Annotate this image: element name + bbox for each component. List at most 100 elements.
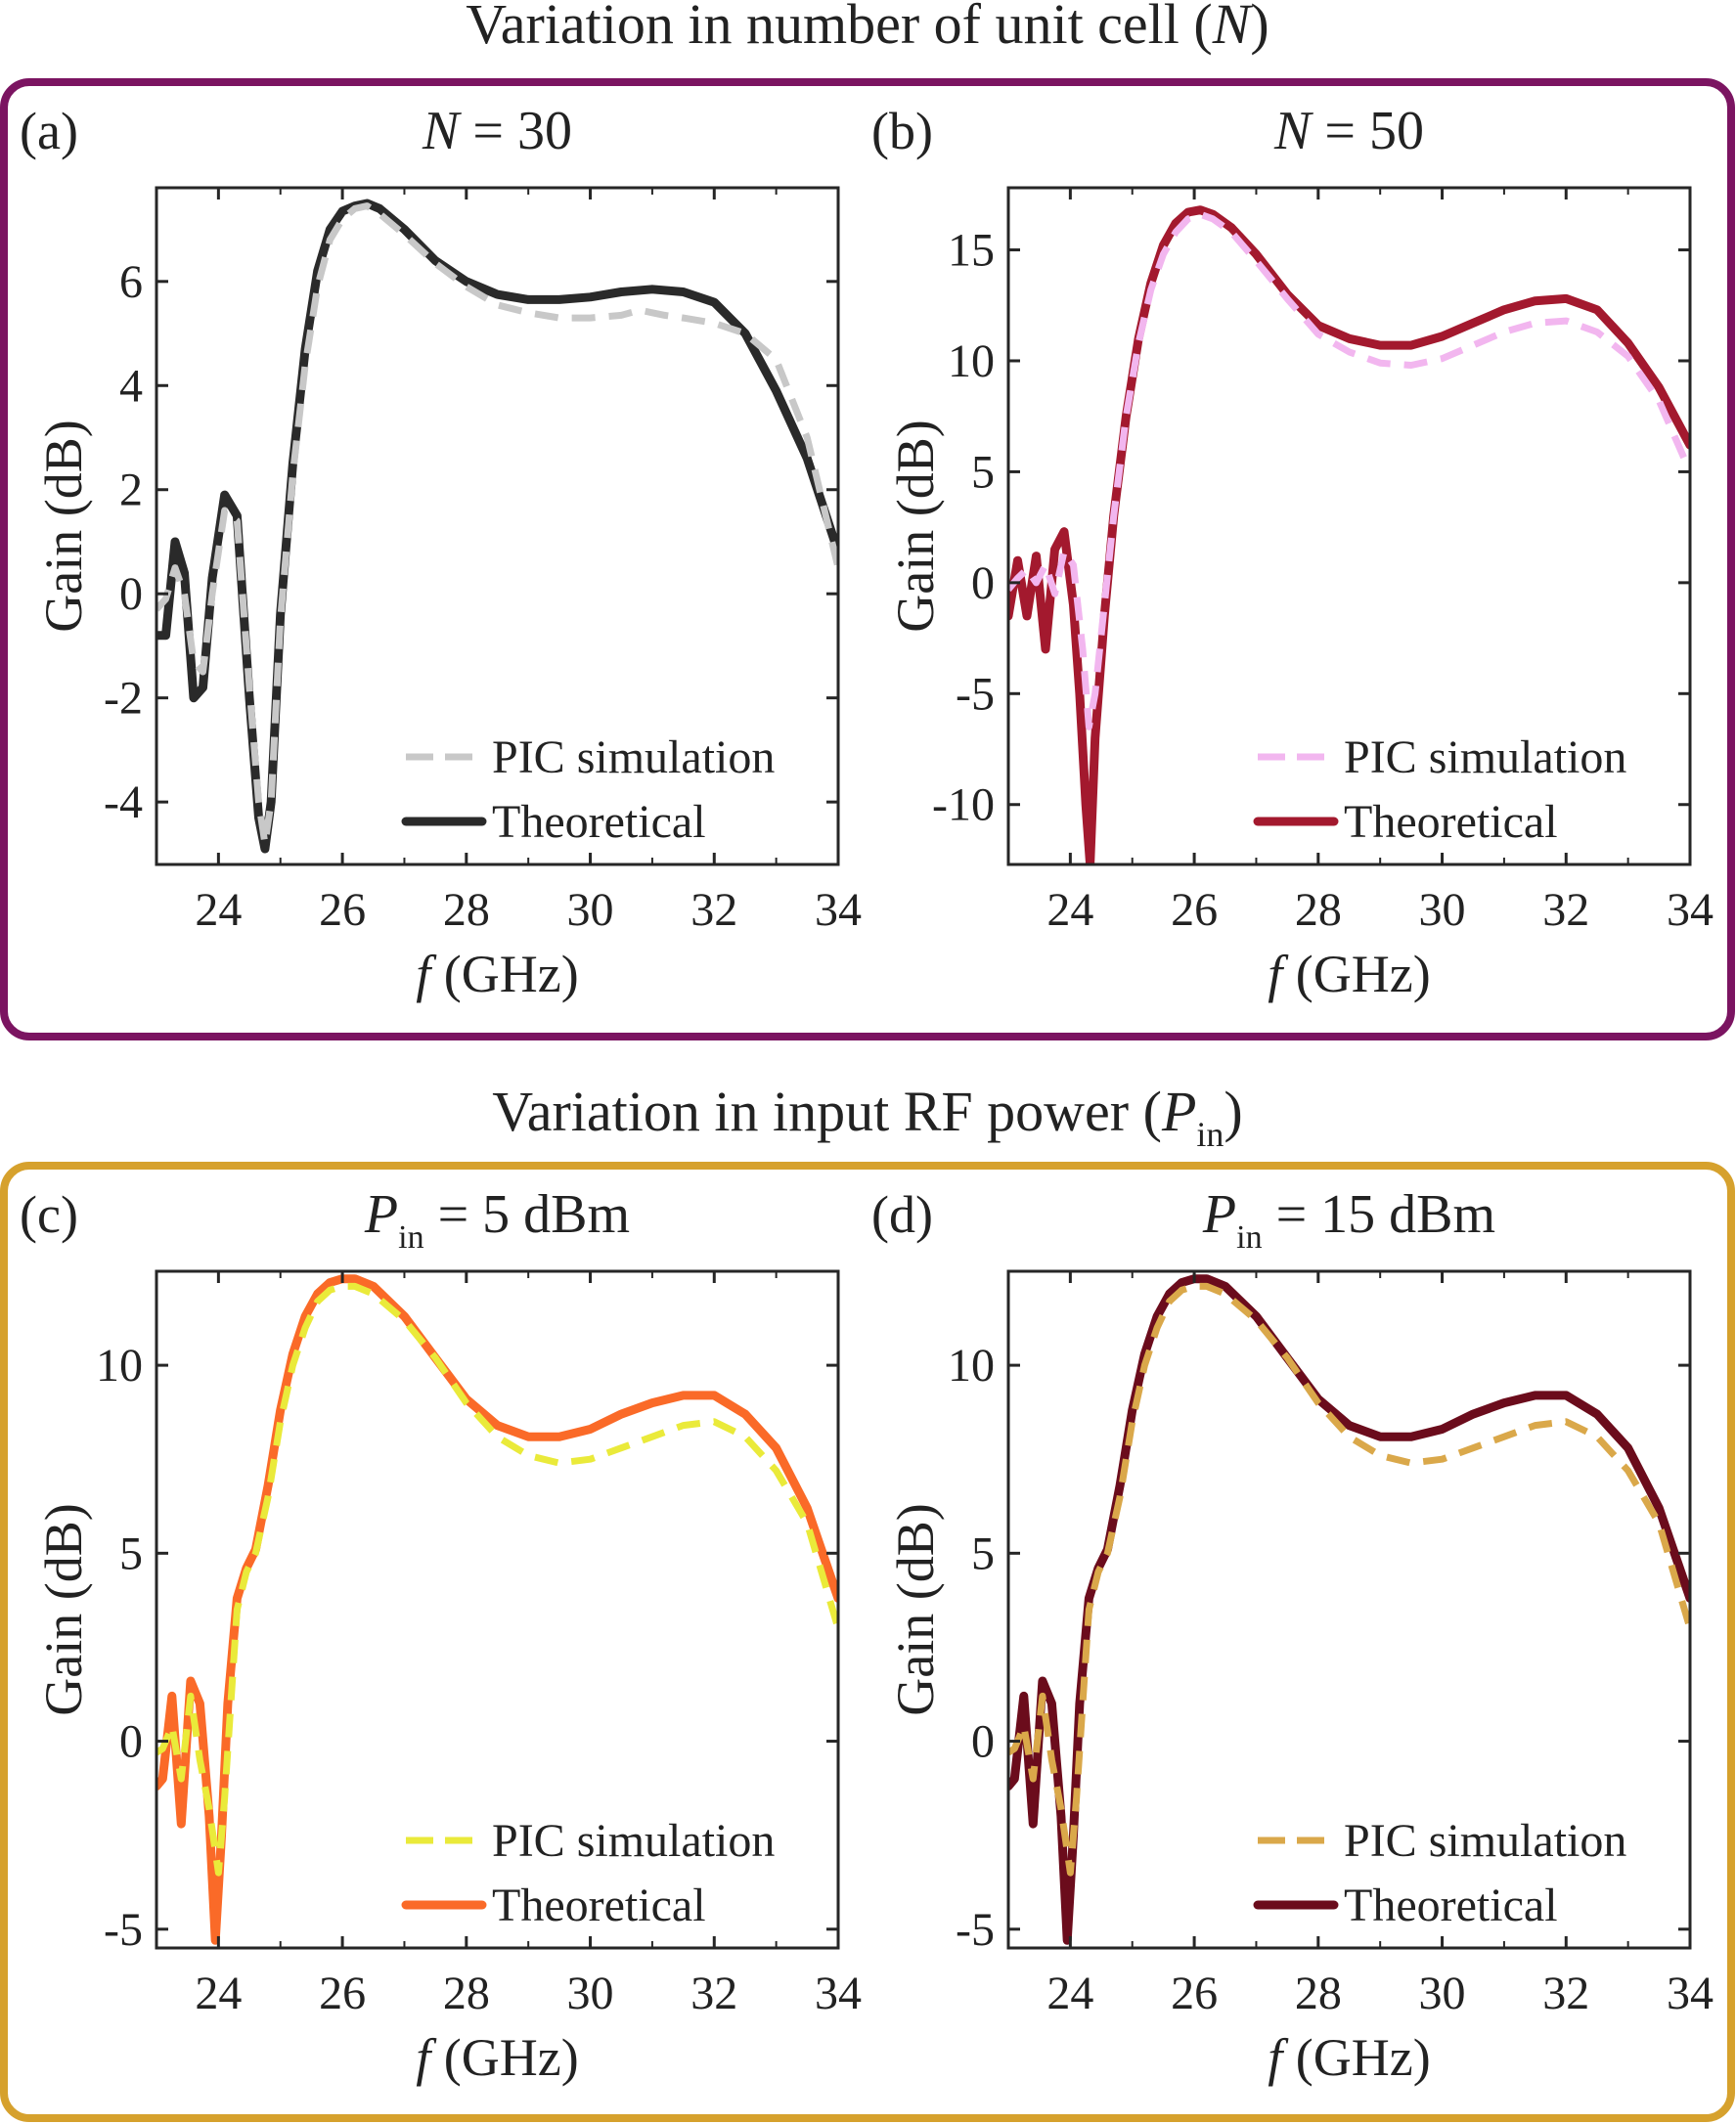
panel-title: N = 30 <box>422 101 572 161</box>
x-tick-label: 24 <box>1046 884 1093 936</box>
section-title-1: Variation in number of unit cell (N) <box>466 0 1269 56</box>
y-tick-label: 10 <box>948 1340 995 1392</box>
x-axis-label: f (GHz) <box>416 2028 578 2087</box>
series-line-pic-simulation <box>156 1282 838 1877</box>
x-tick-label: 32 <box>690 884 737 936</box>
x-tick-label: 32 <box>1542 884 1589 936</box>
x-tick-label: 30 <box>567 1968 614 2019</box>
x-tick-label: 26 <box>319 884 366 936</box>
y-tick-label: -4 <box>104 776 143 828</box>
x-tick-label: 30 <box>567 884 614 936</box>
legend-label: Theoretical <box>492 796 706 848</box>
legend-label: Theoretical <box>1344 796 1558 848</box>
x-tick-label: 26 <box>319 1968 366 2019</box>
y-tick-label: -10 <box>932 779 995 831</box>
panel-title-var: N <box>1273 101 1313 161</box>
legend: PIC simulation Theoretical <box>1253 731 1626 848</box>
y-tick-label: 0 <box>971 1716 995 1768</box>
y-tick-label: 5 <box>119 1527 143 1579</box>
legend-label: PIC simulation <box>1344 1815 1626 1867</box>
y-tick-label: 15 <box>948 225 995 277</box>
x-tick-label: 34 <box>1667 884 1714 936</box>
plot-frame <box>155 1269 840 1950</box>
y-tick-label: 5 <box>971 1527 995 1579</box>
y-tick-label: 0 <box>971 557 995 609</box>
y-tick-label: -5 <box>956 1904 995 1956</box>
y-tick-label: -5 <box>104 1904 143 1956</box>
x-tick-label: 26 <box>1171 1968 1218 2019</box>
panel-title-sub: in <box>398 1219 423 1256</box>
panel-label: (a) <box>20 102 78 160</box>
x-tick-label: 34 <box>1667 1968 1714 2019</box>
x-axis-label-unit: (GHz) <box>430 2028 578 2087</box>
x-axis-label: f (GHz) <box>416 945 578 1003</box>
x-tick-label: 24 <box>195 884 242 936</box>
x-tick-label: 26 <box>1171 884 1218 936</box>
panel-title-rest: = 15 dBm <box>1263 1184 1496 1245</box>
y-axis-label: Gain (dB) <box>886 420 945 632</box>
legend-label: PIC simulation <box>492 731 775 783</box>
legend-label: Theoretical <box>1344 1880 1558 1931</box>
series-line-pic-simulation <box>1008 1282 1690 1877</box>
x-axis-label: f (GHz) <box>1268 945 1430 1003</box>
y-tick-label: 0 <box>119 1716 143 1768</box>
chart-panel-3: 24 26 28 30 32 34 -5 0 5 10 f (GHz) Gain (dB) (c) Pin… <box>20 1184 862 2087</box>
series-line-theoretical <box>1008 1274 1690 1945</box>
x-tick-label: 32 <box>690 1968 737 2019</box>
y-tick-label: 10 <box>96 1340 143 1392</box>
x-tick-label: 28 <box>1295 884 1342 936</box>
panel-label: (d) <box>871 1185 933 1244</box>
x-tick-label: 34 <box>815 1968 862 2019</box>
x-axis-label: f (GHz) <box>1268 2028 1430 2087</box>
legend: PIC simulation Theoretical <box>401 1815 775 1931</box>
chart-panel-2: 24 26 28 30 32 34 -10 -5 0 5 10 15 f (GHz) Gain (dB) (… <box>871 101 1714 1003</box>
x-tick-label: 28 <box>443 1968 490 2019</box>
section-frame-1 <box>0 78 1735 1040</box>
x-axis-label-unit: (GHz) <box>430 945 578 1003</box>
chart-panel-4: 24 26 28 30 32 34 -5 0 5 10 f (GHz) Gain (dB) (d) Pin… <box>871 1184 1714 2087</box>
y-tick-label: -2 <box>104 673 143 725</box>
x-axis-label-unit: (GHz) <box>1282 2028 1430 2087</box>
legend: PIC simulation Theoretical <box>401 731 775 848</box>
y-tick-label: 6 <box>119 256 143 308</box>
panel-title-rest: = 5 dBm <box>424 1184 631 1245</box>
panel-title: N = 50 <box>1273 101 1424 161</box>
y-tick-label: 10 <box>948 335 995 387</box>
section-frame-2 <box>0 1162 1735 2122</box>
x-tick-label: 34 <box>815 884 862 936</box>
series-line-theoretical <box>1008 205 1690 864</box>
x-tick-label: 32 <box>1542 1968 1589 2019</box>
y-tick-label: 5 <box>971 446 995 498</box>
legend: PIC simulation Theoretical <box>1253 1815 1626 1931</box>
legend-label: PIC simulation <box>1344 731 1626 783</box>
panel-title-rest: = 30 <box>459 101 572 161</box>
y-tick-label: 2 <box>119 465 143 516</box>
panel-title-var: N <box>422 101 462 161</box>
x-tick-label: 24 <box>195 1968 242 2019</box>
panel-title-rest: = 50 <box>1311 101 1424 161</box>
panel-title: Pin = 15 dBm <box>1202 1184 1495 1256</box>
plot-frame <box>155 186 840 866</box>
y-tick-label: -5 <box>956 668 995 720</box>
legend-label: Theoretical <box>492 1880 706 1931</box>
panel-label: (b) <box>871 102 933 160</box>
panel-label: (c) <box>20 1185 78 1244</box>
plot-frame <box>1006 186 1692 866</box>
y-axis-label: Gain (dB) <box>886 1503 945 1715</box>
series-line-pic-simulation <box>156 202 838 848</box>
x-tick-label: 24 <box>1046 1968 1093 2019</box>
panel-title-var: P <box>364 1184 398 1245</box>
x-axis-label-unit: (GHz) <box>1282 945 1430 1003</box>
y-axis-label: Gain (dB) <box>34 1503 93 1715</box>
y-tick-label: 0 <box>119 568 143 620</box>
y-tick-label: 4 <box>119 360 143 412</box>
panel-title: Pin = 5 dBm <box>364 1184 630 1256</box>
x-tick-label: 30 <box>1419 884 1466 936</box>
x-tick-label: 28 <box>443 884 490 936</box>
x-tick-label: 28 <box>1295 1968 1342 2019</box>
section-title-2: Variation in input RF power (Pin) <box>492 1080 1242 1154</box>
y-axis-label: Gain (dB) <box>34 420 93 632</box>
